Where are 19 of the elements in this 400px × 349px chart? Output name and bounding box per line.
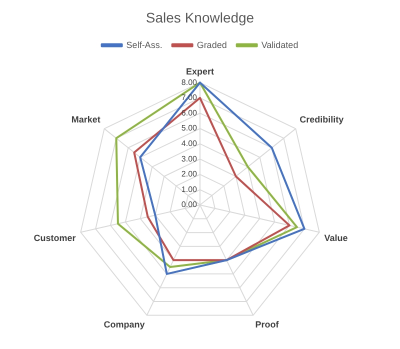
y-tick-label: 3.00 bbox=[181, 154, 198, 164]
y-tick-label: 0.00 bbox=[181, 200, 198, 210]
spoke-label: Proof bbox=[255, 320, 280, 330]
y-tick-label: 2.00 bbox=[181, 170, 198, 179]
spoke-label: Value bbox=[324, 233, 348, 244]
spoke-label: Customer bbox=[34, 233, 76, 244]
y-tick-label: 8.00 bbox=[181, 78, 198, 87]
spoke-label: Expert bbox=[186, 66, 214, 77]
spoke-label: Market bbox=[71, 114, 100, 125]
y-tick-label: 6.00 bbox=[181, 108, 198, 118]
legend-label: Validated bbox=[261, 40, 298, 50]
y-tick-label: 4.00 bbox=[181, 139, 198, 148]
y-tick-label: 5.00 bbox=[181, 124, 198, 133]
spoke-label: Company bbox=[104, 320, 145, 330]
chart-title: Sales Knowledge bbox=[146, 9, 254, 26]
spoke-label: Credibility bbox=[300, 114, 344, 125]
y-tick-label: 1.00 bbox=[181, 184, 198, 194]
legend-label: Self-Ass. bbox=[126, 40, 162, 50]
legend-label: Graded bbox=[196, 40, 227, 50]
